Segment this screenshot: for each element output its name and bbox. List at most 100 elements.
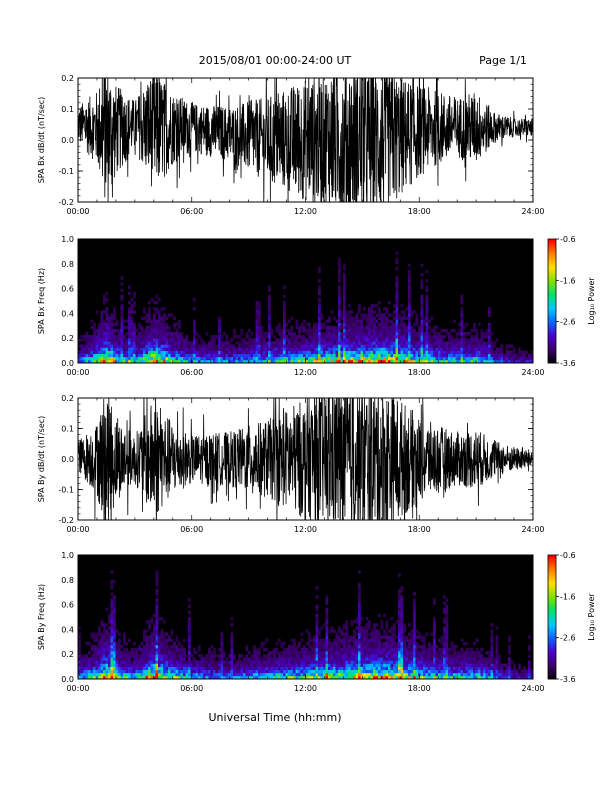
heatmap-cell [430,344,434,348]
heatmap-cell [153,672,156,677]
heatmap-cell [318,291,321,296]
heatmap-cell [100,672,104,677]
heatmap-cell [375,350,379,354]
heatmap-cell [225,338,229,342]
heatmap-cell [188,660,191,664]
heatmap-cell [163,666,166,670]
heatmap-cell [440,654,444,658]
heatmap-cell [410,663,414,667]
heatmap-cell [275,663,279,667]
heatmap-cell [335,347,339,351]
heatmap-cell [345,672,349,677]
heatmap-cell [380,641,384,646]
heatmap-cell [273,353,276,358]
heatmap-cell [373,341,376,345]
heatmap-cell [115,341,119,345]
heatmap-cell [150,338,154,342]
heatmap-cell [295,669,299,674]
heatmap-cell [430,359,434,363]
heatmap-cell [443,644,446,649]
heatmap-cell [350,623,354,627]
heatmap-cell [95,669,99,674]
heatmap-cell [145,350,149,354]
y-tick-label: 0.1 [61,425,74,434]
heatmap-cell [108,341,111,345]
heatmap-cell [393,322,396,327]
heatmap-cell [353,319,356,323]
heatmap-cell [338,332,341,336]
heatmap-cell [500,669,504,674]
heatmap-cell [358,654,361,658]
heatmap-cell [453,654,456,658]
heatmap-cell [83,654,86,658]
heatmap-cell [148,356,151,361]
heatmap-cell [258,660,261,664]
heatmap-cell [275,675,279,679]
heatmap-cell [463,641,466,646]
heatmap-cell [490,657,494,661]
heatmap-cell [270,359,274,363]
heatmap-cell [320,344,324,348]
heatmap-cell [418,644,421,649]
heatmap-cell [265,666,269,670]
heatmap-cell [145,629,149,633]
heatmap-cell [255,304,259,308]
heatmap-cell [390,325,394,330]
heatmap-cell [165,641,169,646]
heatmap-cell [478,651,481,655]
heatmap-cell [110,344,114,348]
heatmap-cell [458,338,461,342]
heatmap-cell [303,356,306,361]
heatmap-cell [283,310,286,314]
heatmap-cell [238,666,241,670]
heatmap-cell [235,675,239,679]
heatmap-cell [108,651,111,655]
heatmap-cell [408,276,411,280]
heatmap-cell [150,672,154,677]
heatmap-cell [448,347,451,351]
heatmap-cell [398,598,401,602]
heatmap-cell [380,356,384,361]
heatmap-cell [463,359,466,363]
heatmap-cell [440,635,444,639]
heatmap-cell [340,632,344,636]
heatmap-cell [413,648,416,652]
heatmap-cell [308,341,311,345]
heatmap-cell [100,332,104,336]
heatmap-cell [268,359,271,363]
heatmap-cell [280,651,284,655]
heatmap-cell [290,332,294,336]
heatmap-cell [288,319,291,323]
heatmap-cell [83,359,86,363]
heatmap-cell [488,332,491,336]
heatmap-cell [488,341,491,345]
heatmap-cell [88,660,91,664]
heatmap-cell [295,356,299,361]
heatmap-cell [220,335,224,339]
heatmap-cell [385,347,389,351]
heatmap-cells [78,251,533,363]
heatmap-cell [160,672,164,677]
heatmap-cell [255,328,259,333]
heatmap-cell [155,356,159,361]
heatmap-cell [225,666,229,670]
heatmap-cell [238,350,241,354]
heatmap-cell [255,657,259,661]
heatmap-cell [505,356,509,361]
heatmap-cell [488,350,491,354]
heatmap-cell [160,660,164,664]
heatmap-cell [148,332,151,336]
heatmap-cell [98,629,101,633]
heatmap-cell [265,347,269,351]
heatmap-cell [478,663,481,667]
heatmap-cell [208,663,211,667]
heatmap-cell [318,319,321,323]
heatmap-cell [340,341,344,345]
heatmap-cell [450,335,454,339]
heatmap-cell [198,663,201,667]
heatmap-cell [405,347,409,351]
heatmap-cell [348,675,351,679]
heatmap-cell [370,304,374,308]
heatmap-cell [460,344,464,348]
heatmap-cell [413,635,416,639]
